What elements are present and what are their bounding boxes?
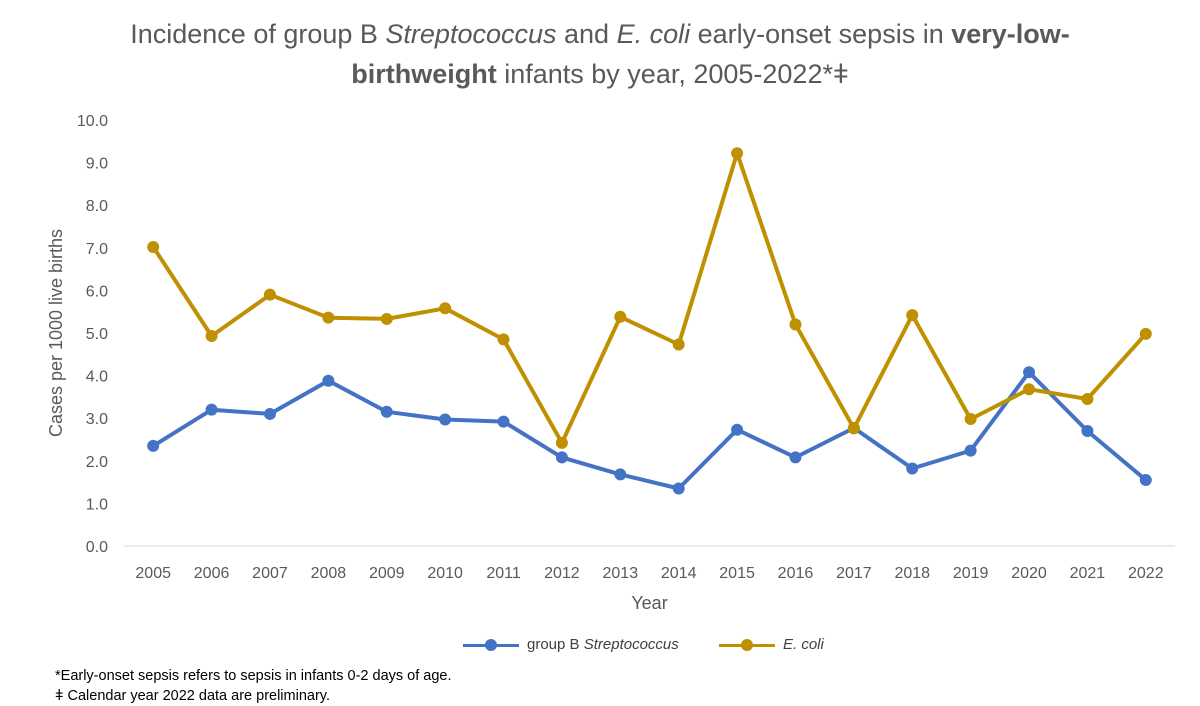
legend-item-gbs: group B Streptococcus	[463, 636, 679, 653]
footnotes: *Early-onset sepsis refers to sepsis in …	[55, 666, 452, 706]
data-point-gbs	[964, 444, 977, 457]
legend: group B Streptococcus E. coli	[0, 636, 1200, 662]
data-point-ecoli	[1139, 327, 1152, 340]
data-point-gbs	[263, 407, 276, 420]
line-chart: 0.01.02.03.04.05.06.07.08.09.010.0 2005 2…	[46, 113, 1175, 613]
data-point-gbs	[1081, 424, 1094, 437]
data-point-ecoli	[497, 333, 510, 346]
y-tick-label: 2.0	[86, 454, 108, 471]
legend-item-ecoli: E. coli	[719, 636, 824, 653]
y-tick-label: 1.0	[86, 496, 108, 513]
x-tick-label: 2008	[311, 565, 347, 582]
legend-gbs-marker	[463, 638, 519, 652]
x-tick-label: 2020	[1011, 565, 1047, 582]
y-tick-label: 8.0	[86, 198, 108, 215]
data-point-gbs	[380, 405, 393, 418]
x-tick-label: 2010	[427, 565, 463, 582]
x-tick-label: 2015	[719, 565, 755, 582]
data-point-gbs	[906, 462, 919, 475]
data-point-ecoli	[964, 413, 977, 426]
chart-title: Incidence of group B Streptococcus and E…	[130, 19, 1070, 89]
footnote-early-onset: *Early-onset sepsis refers to sepsis in …	[55, 668, 452, 684]
x-tick-label: 2017	[836, 565, 872, 582]
data-point-gbs	[672, 482, 685, 495]
series-layer	[147, 147, 1152, 495]
y-tick-label: 7.0	[86, 241, 108, 258]
x-tick-label: 2011	[486, 565, 521, 582]
data-point-ecoli	[439, 302, 452, 315]
y-tick-label: 3.0	[86, 411, 108, 428]
x-tick-label: 2019	[953, 565, 989, 582]
legend-gbs-label: group B Streptococcus	[527, 636, 679, 653]
x-tick-label: 2013	[603, 565, 639, 582]
x-tick-label: 2009	[369, 565, 405, 582]
series-line-ecoli	[151, 151, 1148, 445]
x-tick-label: 2006	[194, 565, 230, 582]
x-tick-label: 2018	[894, 565, 930, 582]
data-point-gbs	[439, 413, 452, 426]
y-tick-label: 10.0	[77, 113, 108, 130]
legend-ecoli-marker	[719, 638, 775, 652]
x-axis-title: Year	[631, 593, 667, 613]
x-tick-label: 2021	[1070, 565, 1106, 582]
y-tick-label: 4.0	[86, 369, 108, 386]
x-tick-label: 2012	[544, 565, 580, 582]
data-point-gbs	[1023, 366, 1036, 379]
y-axis-title: Cases per 1000 live births	[46, 229, 66, 437]
data-point-gbs	[789, 451, 802, 464]
data-point-ecoli	[731, 147, 744, 160]
data-point-ecoli	[322, 311, 335, 324]
data-point-gbs	[322, 374, 335, 387]
y-tick-label: 6.0	[86, 283, 108, 300]
data-point-ecoli	[1023, 383, 1036, 396]
data-point-ecoli	[205, 329, 218, 342]
data-point-ecoli	[789, 318, 802, 331]
data-point-ecoli	[555, 436, 568, 449]
x-tick-label: 2022	[1128, 565, 1164, 582]
data-point-gbs	[614, 468, 627, 481]
data-point-gbs	[731, 423, 744, 436]
data-point-ecoli	[672, 338, 685, 351]
series-gbs	[147, 366, 1152, 495]
y-axis-tick-labels: 0.0 1.0 2.0 3.0 4.0 5.0 6.0 7.0 8.0 9.0 10.0	[77, 113, 108, 556]
data-point-gbs	[147, 439, 160, 452]
x-tick-label: 2014	[661, 565, 697, 582]
series-ecoli	[147, 147, 1152, 449]
data-point-ecoli	[1081, 393, 1094, 406]
x-tick-label: 2016	[778, 565, 814, 582]
data-point-gbs	[205, 403, 218, 416]
data-point-ecoli	[847, 422, 860, 435]
data-point-ecoli	[380, 312, 393, 325]
data-point-gbs	[555, 451, 568, 464]
data-point-ecoli	[263, 288, 276, 301]
series-line-gbs	[151, 370, 1148, 491]
x-tick-label: 2005	[135, 565, 171, 582]
y-tick-label: 0.0	[86, 539, 108, 556]
data-point-ecoli	[614, 310, 627, 323]
y-tick-label: 9.0	[86, 156, 108, 173]
data-point-gbs	[1139, 473, 1152, 486]
x-axis-tick-labels: 2005 2006 2007 2008 2009 2010 2011 2012 2013 2014…	[135, 565, 1163, 582]
legend-ecoli-label: E. coli	[783, 636, 824, 653]
data-point-ecoli	[147, 240, 160, 253]
y-tick-label: 5.0	[86, 326, 108, 343]
data-point-gbs	[497, 415, 510, 428]
data-point-ecoli	[906, 309, 919, 322]
footnote-preliminary: ǂ Calendar year 2022 data are preliminar…	[55, 688, 330, 704]
x-tick-label: 2007	[252, 565, 288, 582]
